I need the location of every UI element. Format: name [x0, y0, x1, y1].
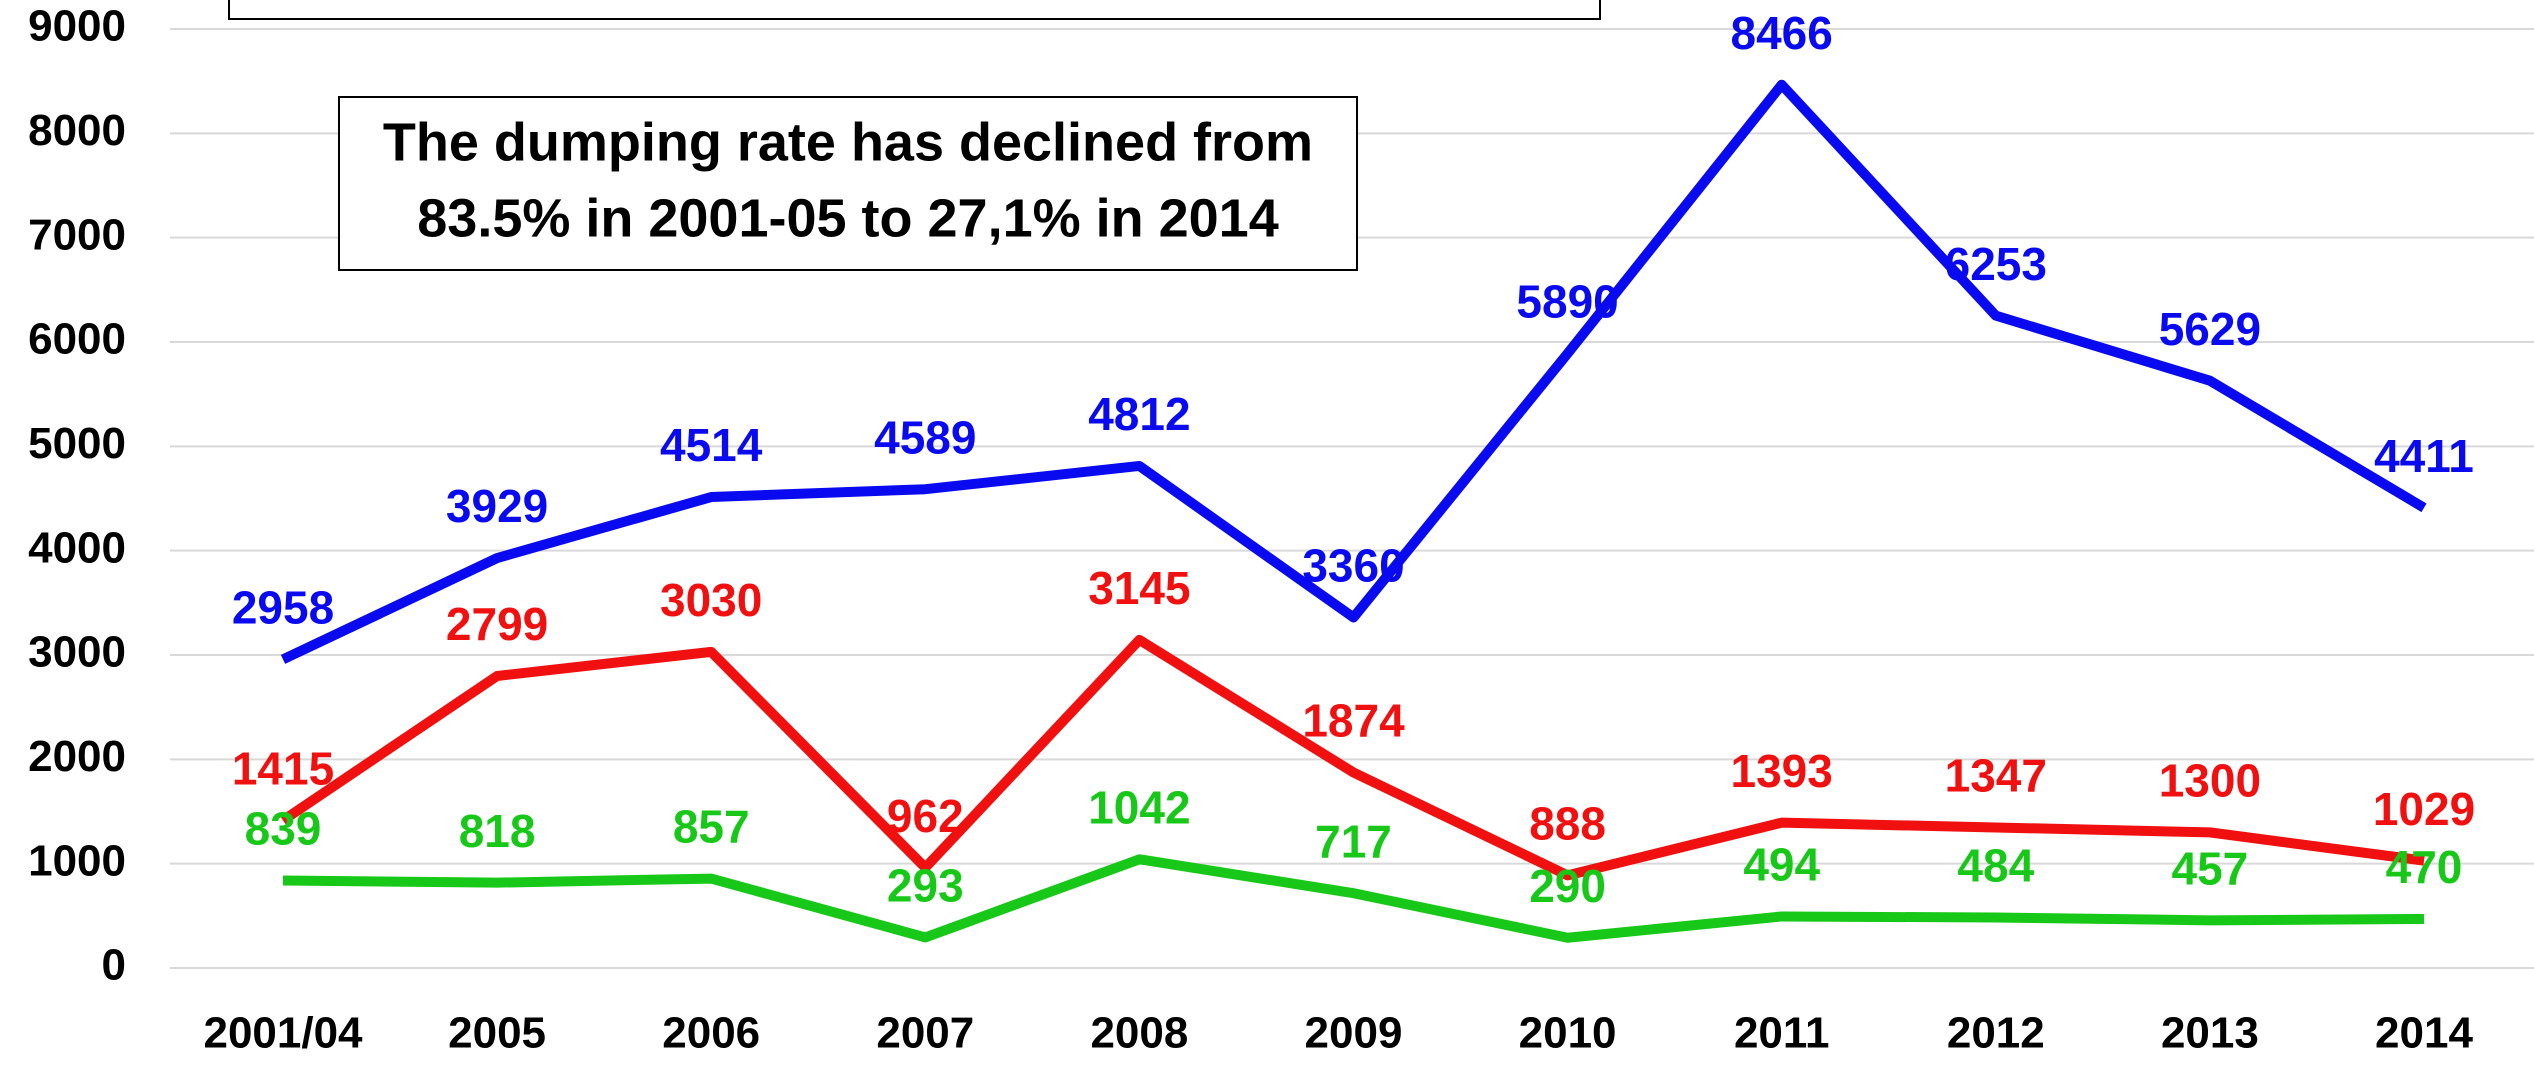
x-tick-label: 2013 — [2161, 1009, 2259, 1058]
x-tick-label: 2014 — [2375, 1009, 2473, 1058]
data-label: 5890 — [1516, 276, 1618, 328]
y-tick-label: 5000 — [28, 419, 126, 468]
plot: 2958 3929 4514 4589 4812 3360 5890 8466 6253 5629… — [232, 7, 2475, 943]
data-label: 8466 — [1731, 7, 1833, 59]
y-tick-label: 7000 — [28, 210, 126, 259]
data-label: 2799 — [446, 598, 548, 650]
data-label: 2958 — [232, 582, 334, 634]
data-label: 484 — [1957, 840, 2034, 892]
data-label: 717 — [1315, 815, 1392, 867]
data-label: 1393 — [1731, 745, 1833, 797]
data-label: 4514 — [660, 419, 763, 471]
annotation-box — [338, 96, 1358, 271]
data-label: 4589 — [874, 411, 976, 463]
grid: 0 1000 2000 3000 4000 5000 6000 7000 8000 9000 200… — [28, 2, 2534, 1058]
x-tick-label: 2010 — [1519, 1009, 1617, 1058]
x-tick-label: 2001/04 — [203, 1009, 363, 1058]
data-label: 1029 — [2373, 783, 2475, 835]
x-tick-label: 2007 — [876, 1009, 974, 1058]
data-label: 962 — [887, 790, 964, 842]
data-label: 1415 — [232, 743, 334, 795]
data-label: 293 — [887, 860, 964, 912]
y-tick-label: 9000 — [28, 2, 126, 51]
y-tick-label: 0 — [102, 941, 126, 990]
series-line — [280, 79, 2427, 664]
y-tick-label: 2000 — [28, 732, 126, 781]
data-label: 6253 — [1945, 238, 2047, 290]
clipped-box — [228, 0, 1601, 20]
x-tick-label: 2008 — [1090, 1009, 1188, 1058]
data-label: 839 — [245, 803, 322, 855]
y-tick-label: 1000 — [28, 836, 126, 885]
data-label: 1874 — [1302, 695, 1405, 747]
y-tick-label: 6000 — [28, 315, 126, 364]
x-tick-label: 2009 — [1305, 1009, 1403, 1058]
data-label: 3360 — [1302, 540, 1404, 592]
annotation-line: The dumping rate has declined from — [383, 112, 1313, 172]
data-label: 3145 — [1088, 562, 1190, 614]
data-label: 4411 — [2374, 430, 2474, 482]
data-label: 5629 — [2159, 303, 2261, 355]
data-label: 1347 — [1945, 750, 2047, 802]
data-label: 1300 — [2159, 755, 2261, 807]
y-tick-label: 8000 — [28, 106, 126, 155]
data-label: 1042 — [1088, 781, 1190, 833]
data-label: 3929 — [446, 480, 548, 532]
y-tick-label: 4000 — [28, 523, 126, 572]
series-line — [282, 854, 2425, 943]
annotation-line: 83.5% in 2001-05 to 27,1% in 2014 — [417, 188, 1279, 248]
x-tick-label: 2006 — [662, 1009, 760, 1058]
data-label: 290 — [1529, 860, 1606, 912]
y-tick-label: 3000 — [28, 628, 126, 677]
data-label: 888 — [1529, 798, 1606, 850]
data-label: 4812 — [1088, 388, 1190, 440]
data-label: 494 — [1743, 839, 1820, 891]
x-tick-label: 2011 — [1734, 1009, 1829, 1058]
data-label: 818 — [459, 805, 536, 857]
series-line — [280, 634, 2425, 881]
x-tick-label: 2012 — [1947, 1009, 2045, 1058]
x-tick-label: 2005 — [448, 1009, 546, 1058]
data-label: 3030 — [660, 574, 762, 626]
data-label: 857 — [673, 801, 750, 853]
data-label: 470 — [2386, 841, 2463, 893]
data-label: 457 — [2172, 842, 2249, 894]
